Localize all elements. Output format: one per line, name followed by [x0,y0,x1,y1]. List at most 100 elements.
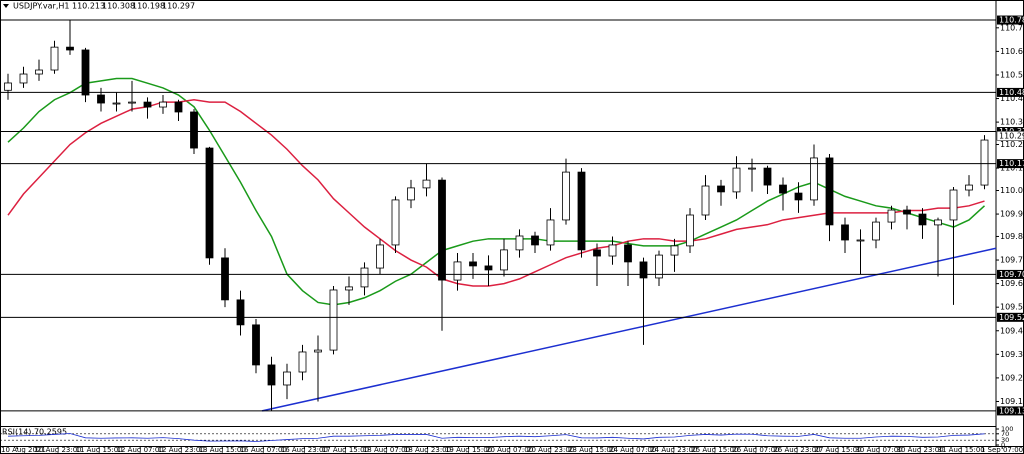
candle-body [298,351,307,373]
level-label-box [997,15,1024,25]
candle-body [546,219,555,246]
x-tick-label: 12 Aug 07:00 [117,446,164,454]
x-tick-label: 18 Aug 23:00 [404,446,451,454]
candle-body [360,267,369,288]
candle-body [329,289,338,351]
candle-body [918,213,927,226]
x-tick-label: 27 Aug 15:00 [814,446,861,454]
level-label: 110.179 [999,159,1024,168]
candle-body [19,73,28,84]
x-tick-label: 26 Aug 07:00 [732,446,779,454]
candle-body [391,199,400,246]
x-tick-label: 16 Aug 23:00 [281,446,328,454]
x-tick-label: 1 Sep 07:00 [981,446,1023,454]
candle-body [97,94,105,104]
candle-body [593,249,601,257]
y-tick-label: 109.670 [1000,279,1024,288]
trendline [261,247,997,412]
candle-body [484,265,493,271]
candle-body [624,244,632,263]
candle-body [763,167,772,186]
candle-body [35,69,43,75]
candle-body [810,157,818,201]
candle-body [794,192,803,201]
rsi-tick-label: 70 [1001,430,1009,438]
candle-body [965,184,973,191]
level-label-box [997,269,1024,279]
y-tick-label: 110.260 [1000,140,1024,149]
x-tick-label: 10 Aug 2021 [1,446,46,454]
candle-body [577,171,586,251]
candle-body [345,286,353,291]
candle-body [283,371,291,386]
candle-body [422,179,431,189]
current-price-box [996,131,1024,141]
x-tick-label: 13 Aug 15:00 [199,446,246,454]
candle-body [205,147,214,259]
candle-body [190,111,198,149]
level-label: 110.481 [999,88,1024,97]
candle-body [143,101,152,108]
candle-body [236,299,245,326]
candle-body [841,224,849,241]
rsi-tick-label: 100 [1001,425,1013,433]
candle-body [128,101,136,104]
candle-body [500,249,508,271]
rsi-tick-label: 0 [1001,441,1005,449]
level-label: 109.527 [999,313,1024,322]
quote-value: 110.297 [162,2,195,11]
x-tick-label: 19 Aug 15:00 [445,446,492,454]
menu-arrow[interactable] [3,4,9,8]
y-tick-label: 109.965 [1000,210,1024,219]
quote-value: 110.213 [72,2,105,11]
rsi-line [7,433,985,442]
rsi-tick-label: 30 [1001,436,1009,444]
x-tick-label: 20 Aug 23:00 [527,446,574,454]
candle-body [267,364,276,386]
x-tick-label: 12 Aug 23:00 [158,446,205,454]
quote-value: 110.308 [102,2,135,11]
candle-body [531,235,539,246]
x-tick-label: 25 Aug 15:00 [691,446,738,454]
y-tick-label: 109.870 [1000,232,1024,241]
candle-body [825,157,834,226]
y-tick-label: 110.555 [1000,70,1024,79]
y-tick-label: 110.655 [1000,47,1024,56]
x-tick-label: 10 Aug 23:00 [34,446,81,454]
x-tick-label: 31 Aug 15:00 [938,446,985,454]
x-tick-label: 16 Aug 07:00 [240,446,287,454]
y-tick-label: 109.170 [1000,397,1024,406]
level-label: 109.709 [999,270,1024,279]
candle-body [655,254,663,279]
x-tick-label: 24 Aug 07:00 [609,446,656,454]
candle-body [112,102,121,105]
candle-body [515,235,524,251]
candle-body [639,261,648,279]
candle-body [252,324,260,366]
candle-body [221,257,229,301]
y-tick-label: 110.455 [1000,94,1024,103]
candle-body [314,349,322,353]
candle-body [453,261,462,281]
candle-body [887,209,896,223]
candle-body [949,189,958,221]
y-tick-label: 109.770 [1000,256,1024,265]
rsi-label: RSI(14) 70.2595 [2,428,67,437]
candle-body [748,167,756,170]
x-tick-label: 18 Aug 07:00 [363,446,410,454]
y-tick-label: 109.470 [1000,326,1024,335]
level-label-box [997,406,1024,416]
moving-average [7,98,985,287]
x-tick-label: 30 Aug 07:00 [855,446,902,454]
level-label-box [997,159,1024,169]
chart-title: USDJPY.var,H1 [13,2,69,11]
x-tick-label: 26 Aug 23:00 [773,446,820,454]
x-tick-label: 24 Aug 23:00 [650,446,697,454]
candle-body [174,101,183,113]
candle-body [856,239,865,242]
candle-body [686,214,694,247]
x-tick-label: 23 Aug 15:00 [568,446,615,454]
candle-body [66,46,74,51]
candle-body [469,261,477,267]
